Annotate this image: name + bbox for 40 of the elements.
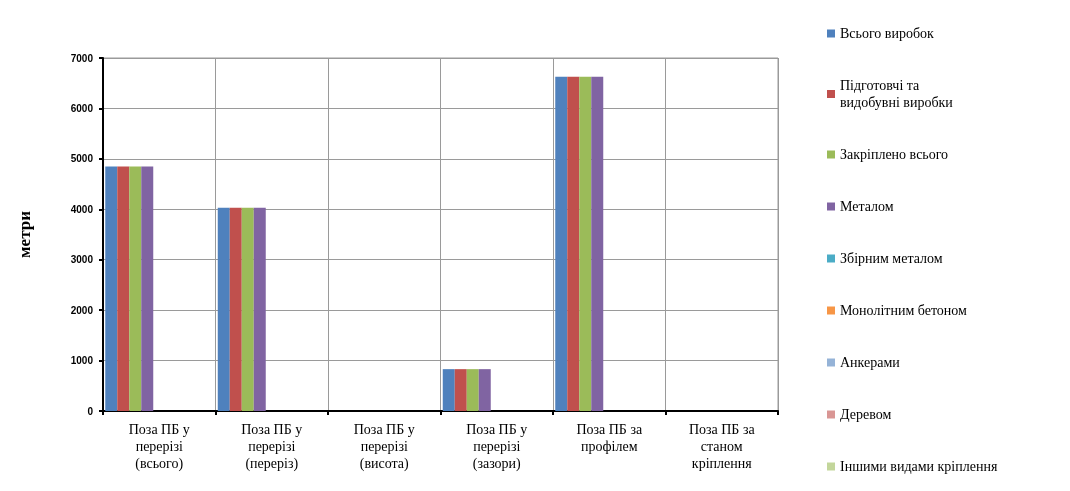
y-tick-label: 0 bbox=[87, 405, 94, 417]
y-tick-label: 7000 bbox=[70, 52, 94, 64]
y-tick-label: 2000 bbox=[70, 304, 94, 316]
x-tick-label: Поза ПБ за профілем bbox=[576, 422, 643, 454]
legend-label: Всього виробок bbox=[840, 26, 935, 41]
bar bbox=[478, 369, 491, 411]
legend-label: Деревом bbox=[840, 407, 892, 422]
y-tick-label: 4000 bbox=[70, 203, 94, 215]
bar bbox=[117, 166, 130, 411]
legend-label: Закріплено всього bbox=[840, 147, 949, 162]
legend-label: Анкерами bbox=[840, 355, 901, 370]
bar bbox=[555, 76, 568, 411]
x-tick-label: Поза ПБ у перерізі (зазори) bbox=[466, 422, 528, 472]
y-axis-title: метри bbox=[15, 210, 34, 258]
legend-label: Іншими видами кріплення bbox=[840, 459, 998, 474]
y-tick-label: 5000 bbox=[70, 153, 94, 165]
bar bbox=[253, 207, 266, 411]
bar bbox=[466, 369, 479, 411]
x-tick-label: Поза ПБ у перерізі (всього) bbox=[128, 422, 190, 472]
x-tick-label: Поза ПБ у перерізі (переріз) bbox=[241, 422, 303, 472]
y-tick-label: 6000 bbox=[70, 102, 94, 114]
bar bbox=[105, 166, 118, 411]
bar bbox=[217, 207, 230, 411]
x-tick-label: Поза ПБ у перерізі (висота) bbox=[353, 422, 415, 472]
y-tick-label: 1000 bbox=[70, 355, 94, 367]
bar bbox=[129, 166, 142, 411]
legend-label: Металом bbox=[840, 199, 894, 214]
legend-label: Підготовчі та видобувні виробки bbox=[840, 78, 954, 110]
y-tick-label: 3000 bbox=[70, 254, 94, 266]
bar bbox=[454, 369, 467, 411]
bar bbox=[567, 76, 580, 411]
bar bbox=[579, 76, 592, 411]
bar bbox=[241, 207, 254, 411]
bar bbox=[229, 207, 242, 411]
legend-label: Збірним металом bbox=[840, 251, 943, 266]
bar bbox=[442, 369, 455, 411]
bar bbox=[591, 76, 604, 411]
x-tick-label: Поза ПБ за станом кріплення bbox=[688, 422, 756, 471]
legend-label: Монолітним бетоном bbox=[840, 303, 968, 318]
bar bbox=[141, 166, 154, 411]
